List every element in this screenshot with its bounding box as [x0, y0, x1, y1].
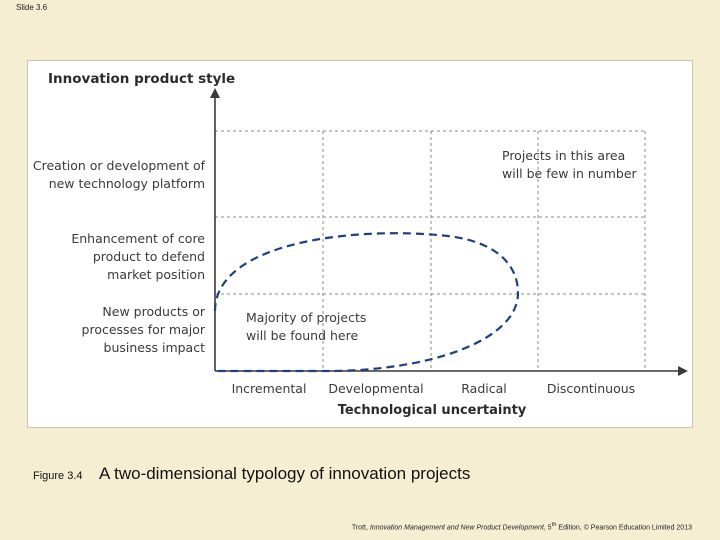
figure-number: Figure 3.4 [33, 470, 83, 482]
x-level-radical: Radical [461, 381, 506, 396]
annotation-line: Projects in this area [502, 148, 625, 163]
footer-edition: , 5 [543, 524, 552, 532]
y-level-label: business impact [104, 340, 206, 355]
y-level-label: Creation or development of [33, 158, 206, 173]
grid-lines [215, 130, 646, 371]
x-level-developmental: Developmental [328, 381, 423, 396]
footer-edition-suffix: th [551, 522, 557, 528]
y-level-label: New products or [102, 304, 205, 319]
footer-rest: Edition, © Pearson Education Limited 201… [556, 524, 692, 532]
y-level-label: product to defend [93, 249, 205, 264]
y-level-lowest: New products or processes for major busi… [82, 304, 206, 355]
figure-panel: Innovation product style New products or… [27, 60, 693, 428]
y-level-middle: Enhancement of core product to defend ma… [71, 231, 205, 282]
figure-caption: Figure 3.4 A two-dimensional typology of… [33, 464, 470, 484]
annotation-line: will be found here [246, 328, 358, 343]
x-axis-title: Technological uncertainty [338, 403, 527, 418]
y-level-top: Creation or development of new technolog… [33, 158, 206, 191]
figure-title: A two-dimensional typology of innovation… [98, 464, 471, 483]
annotation-top-right: Projects in this area will be few in num… [502, 148, 638, 181]
copyright-footer: Trott, Innovation Management and New Pro… [352, 522, 692, 531]
typology-diagram: Innovation product style New products or… [33, 71, 688, 418]
diagram-title: Innovation product style [48, 71, 235, 87]
y-level-label: new technology platform [49, 176, 205, 191]
footer-book-title: Innovation Management and New Product De… [369, 524, 544, 532]
majority-region-ellipse [213, 232, 520, 373]
annotation-line: will be few in number [502, 166, 638, 181]
annotation-ellipse: Majority of projects will be found here [246, 310, 366, 343]
x-level-discontinuous: Discontinuous [547, 381, 635, 396]
annotation-line: Majority of projects [246, 310, 366, 325]
footer-author: Trott, [351, 524, 370, 532]
y-level-label: Enhancement of core [71, 231, 205, 246]
y-level-label: processes for major [82, 322, 206, 337]
y-level-label: market position [107, 267, 205, 282]
x-level-incremental: Incremental [232, 381, 307, 396]
slide-number: Slide 3.6 [16, 3, 48, 12]
